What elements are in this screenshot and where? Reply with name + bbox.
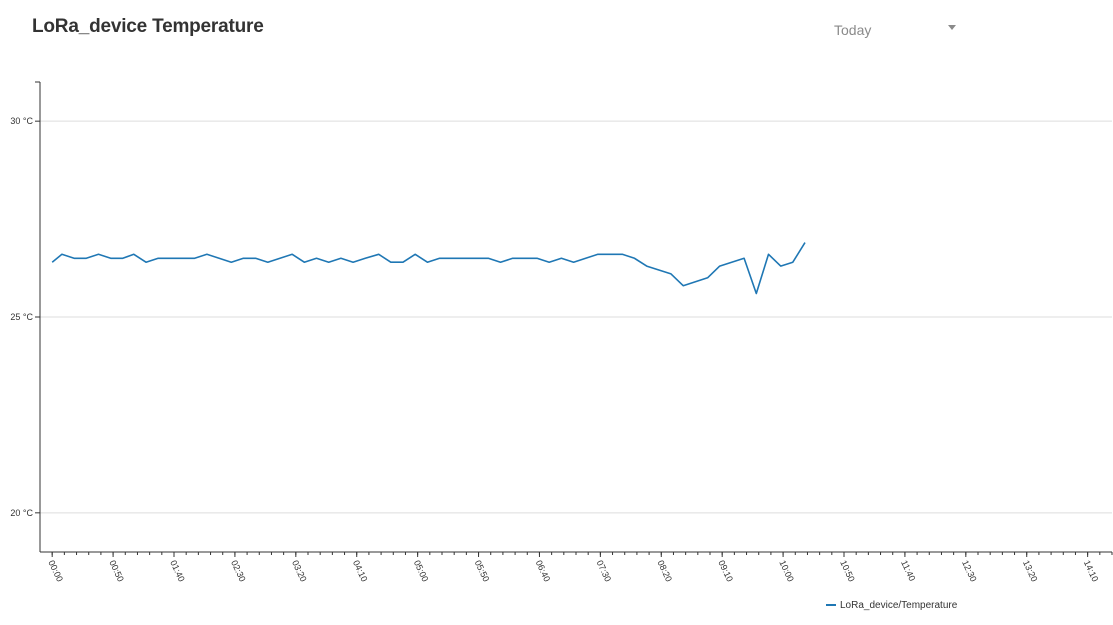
time-range-value: Today bbox=[834, 22, 872, 38]
x-tick-label: 10:00 bbox=[777, 559, 796, 584]
x-tick-label: 10:50 bbox=[838, 559, 857, 584]
y-tick-label: 30 °C bbox=[10, 116, 33, 126]
x-tick-label: 12:30 bbox=[960, 559, 979, 584]
x-tick-label: 03:20 bbox=[290, 559, 309, 584]
caret-down-icon bbox=[948, 25, 956, 30]
x-tick-label: 05:50 bbox=[473, 559, 492, 584]
x-tick-label: 00:00 bbox=[46, 559, 65, 584]
x-tick-label: 02:30 bbox=[229, 559, 248, 584]
series-line-temperature bbox=[51, 242, 806, 295]
x-tick-label: 09:10 bbox=[716, 559, 735, 584]
legend-label: LoRa_device/Temperature bbox=[840, 599, 958, 611]
time-range-dropdown[interactable]: Today bbox=[826, 12, 962, 46]
y-tick-label: 20 °C bbox=[10, 508, 33, 518]
chart-title: LoRa_device Temperature bbox=[32, 16, 264, 37]
legend-swatch bbox=[826, 604, 836, 606]
x-tick-label: 08:20 bbox=[655, 559, 674, 584]
x-tick-label: 05:00 bbox=[412, 559, 431, 584]
series-layer bbox=[51, 242, 806, 295]
x-tick-label: 11:40 bbox=[899, 559, 917, 583]
y-tick-label: 25 °C bbox=[10, 312, 33, 322]
x-tick-label: 14:10 bbox=[1082, 559, 1101, 584]
x-tick-label: 00:50 bbox=[107, 559, 126, 584]
gridlines bbox=[40, 120, 1112, 514]
x-tick-label: 04:10 bbox=[351, 559, 370, 584]
axes: 20 °C 25 °C 30 °C 00:00 00:50 01:40 02:30 03:20… bbox=[10, 81, 1113, 584]
chart-header: LoRa_device Temperature Today bbox=[0, 0, 1113, 60]
x-tick-label: 01:40 bbox=[168, 559, 187, 584]
legend[interactable]: LoRa_device/Temperature bbox=[826, 597, 957, 613]
x-tick-label: 07:30 bbox=[595, 559, 614, 584]
x-tick-label: 13:20 bbox=[1021, 559, 1040, 584]
x-tick-label: 06:40 bbox=[534, 559, 553, 584]
